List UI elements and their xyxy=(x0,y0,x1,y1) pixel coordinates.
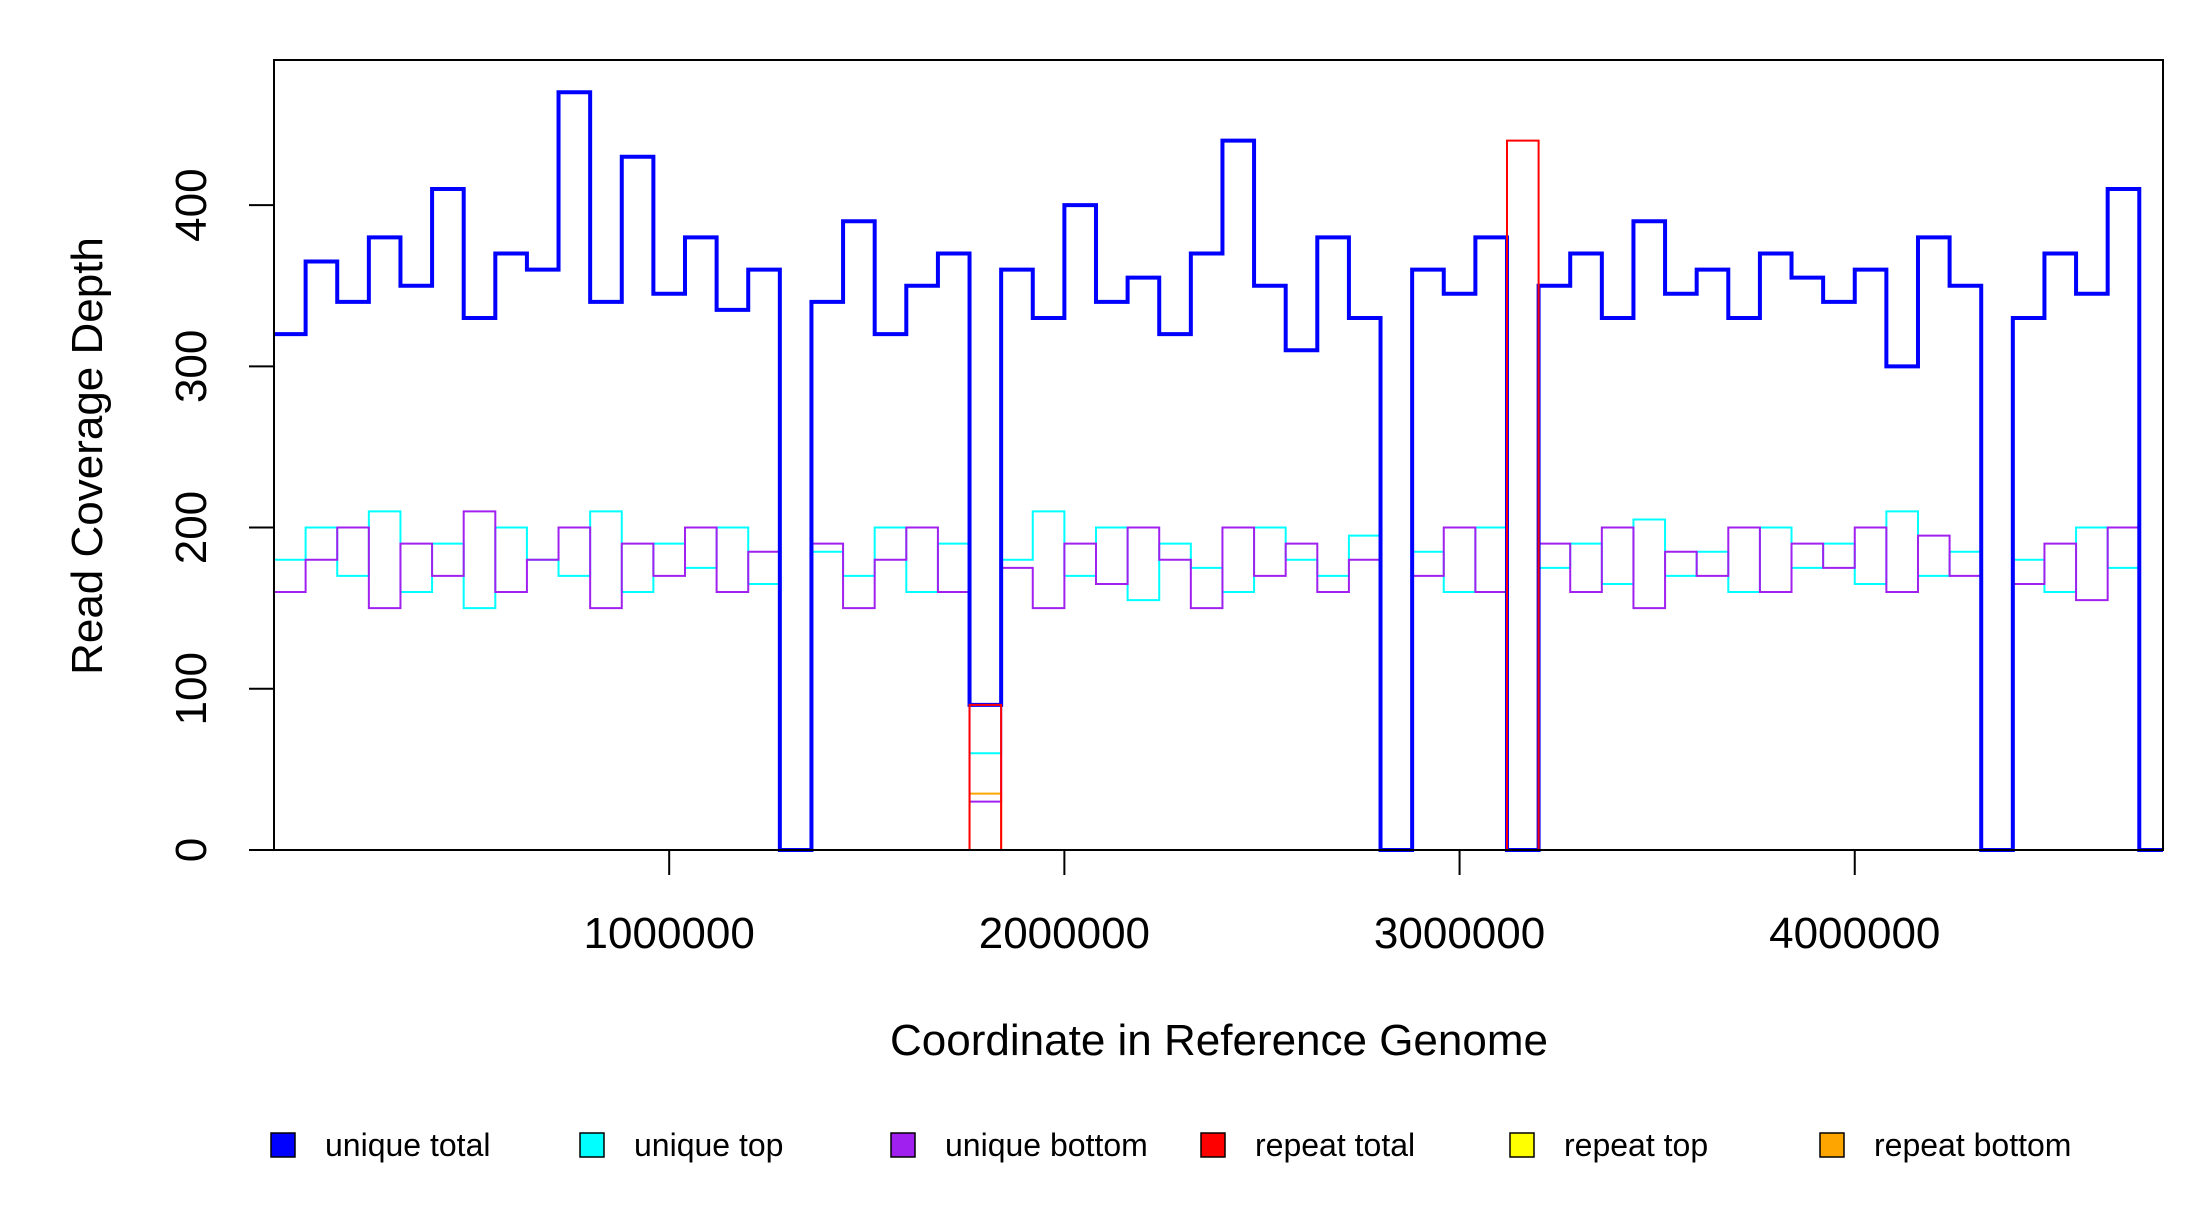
legend-swatch xyxy=(1509,1132,1535,1158)
x-tick-label: 4000000 xyxy=(1769,909,1940,958)
y-tick-label: 100 xyxy=(167,652,216,725)
x-tick-label: 2000000 xyxy=(979,909,1150,958)
legend-swatch xyxy=(890,1132,916,1158)
series-line xyxy=(274,90,2163,852)
legend-label: unique top xyxy=(634,1127,783,1163)
y-tick-label: 300 xyxy=(167,330,216,403)
x-tick-label: 3000000 xyxy=(1374,909,1545,958)
y-tick-label: 400 xyxy=(167,168,216,241)
legend-label: unique bottom xyxy=(945,1127,1148,1163)
legend-label: repeat total xyxy=(1255,1127,1415,1163)
legend-label: unique total xyxy=(325,1127,490,1163)
legend-swatch xyxy=(579,1132,605,1158)
series-line xyxy=(274,792,2163,851)
legend-swatch xyxy=(1819,1132,1845,1158)
legend-label: repeat top xyxy=(1564,1127,1708,1163)
series-line xyxy=(274,510,2163,851)
legend-label: repeat bottom xyxy=(1874,1127,2071,1163)
y-tick-label: 0 xyxy=(167,838,216,862)
y-axis-title: Read Coverage Depth xyxy=(63,237,112,675)
y-tick-label: 200 xyxy=(167,491,216,564)
series-line xyxy=(274,510,2163,851)
plot-frame xyxy=(273,59,2164,851)
legend-swatch xyxy=(1200,1132,1226,1158)
legend-swatch xyxy=(270,1132,296,1158)
x-tick-label: 1000000 xyxy=(584,909,755,958)
x-axis-title: Coordinate in Reference Genome xyxy=(890,1016,1548,1065)
